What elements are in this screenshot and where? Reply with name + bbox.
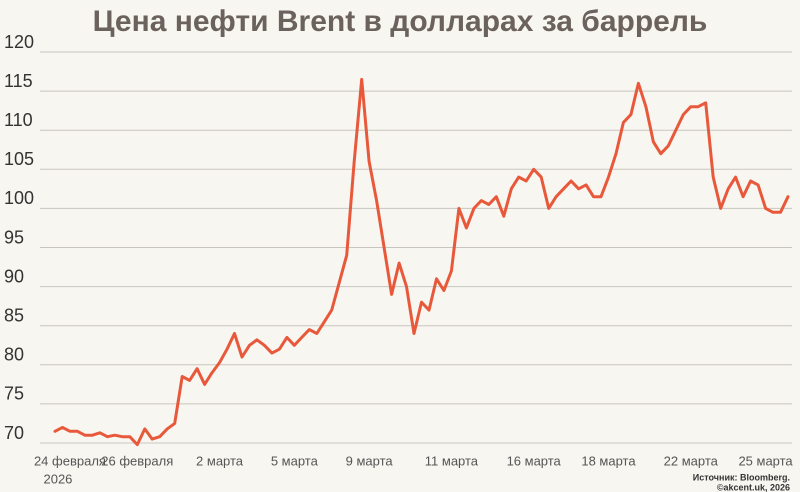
y-tick-label: 75 — [4, 384, 24, 404]
x-tick-label: 22 марта — [664, 453, 719, 468]
x-tick-label: 26 февраля — [101, 453, 173, 468]
line — [53, 77, 790, 447]
chart-title: Цена нефти Brent в долларах за баррель — [93, 5, 708, 38]
x-sublabel: 2026 — [43, 471, 72, 486]
x-tick-label: 24 февраля — [34, 453, 106, 468]
y-tick-label: 105 — [4, 149, 34, 169]
y-tick-label: 120 — [4, 32, 34, 52]
x-tick-label: 18 марта — [581, 453, 636, 468]
x-tick-label: 9 марта — [346, 453, 394, 468]
x-tick-label: 5 марта — [271, 453, 319, 468]
y-tick-label: 70 — [4, 423, 24, 443]
y-tick-label: 100 — [4, 188, 34, 208]
y-tick-label: 90 — [4, 266, 24, 286]
source: Источник: Bloomberg. — [693, 472, 790, 482]
x-tick-label: 11 марта — [425, 453, 479, 468]
y-tick-label: 110 — [4, 110, 33, 130]
copyright: ©akcent.uk, 2026 — [717, 482, 790, 492]
y-tick-label: 80 — [4, 345, 24, 365]
y-tick-label: 85 — [4, 305, 24, 325]
x-tick-label: 25 марта — [738, 453, 793, 468]
y-tick-label: 115 — [4, 71, 33, 91]
x-tick-label: 2 марта — [196, 453, 244, 468]
y-tick-label: 95 — [4, 227, 24, 247]
x-tick-label: 16 марта — [507, 453, 562, 468]
